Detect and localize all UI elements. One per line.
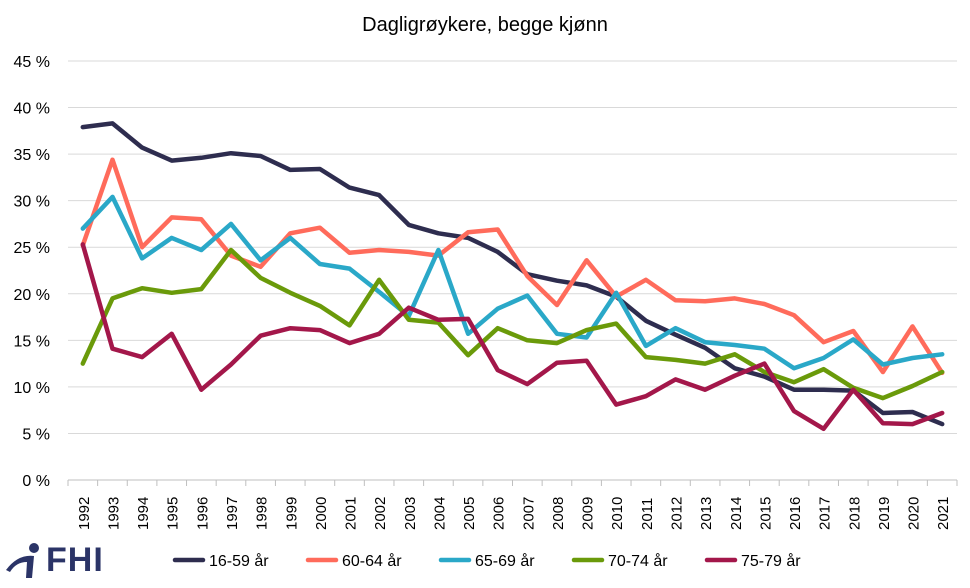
fhi-logo-text: FHI	[46, 540, 104, 579]
series-line-70-74	[80, 247, 945, 401]
x-tick-label: 2011	[639, 498, 656, 530]
y-tick-label: 5 %	[22, 426, 50, 443]
legend-label: 60-64 år	[342, 552, 402, 570]
x-tick-label: 2006	[491, 497, 508, 530]
y-tick-label: 15 %	[14, 333, 50, 350]
x-tick-label: 2004	[431, 497, 448, 530]
y-tick-label: 45 %	[14, 54, 50, 71]
x-tick-label: 1992	[76, 497, 93, 530]
x-tick-label: 2018	[846, 497, 863, 530]
x-tick-label: 1997	[224, 497, 241, 530]
series-line-16-59	[80, 121, 945, 427]
x-tick-label: 2015	[757, 497, 774, 530]
legend-label: 75-79 år	[741, 552, 801, 570]
x-tick-label: 2021	[935, 497, 952, 530]
x-tick-label: 1999	[283, 497, 300, 530]
x-tick-label: 2017	[817, 497, 834, 530]
x-tick-label: 1998	[254, 497, 271, 530]
legend-label: 70-74 år	[608, 552, 668, 570]
x-tick-label: 2012	[668, 497, 685, 530]
x-tick-label: 2020	[906, 497, 923, 530]
x-tick-label: 2003	[402, 497, 419, 530]
x-tick-label: 2005	[461, 497, 478, 530]
series-line-75-79	[80, 242, 945, 432]
x-tick-label: 1993	[105, 497, 122, 530]
x-tick-label: 1996	[194, 497, 211, 530]
x-tick-label: 2014	[728, 497, 745, 530]
y-tick-label: 30 %	[14, 194, 50, 211]
x-tick-label: 2001	[343, 497, 360, 530]
y-tick-label: 40 %	[14, 101, 50, 118]
fhi-logo-mark-icon	[6, 543, 39, 578]
chart-title: Dagligrøykere, begge kjønn	[362, 14, 608, 36]
x-tick-label: 2013	[698, 497, 715, 530]
x-tick-label: 1995	[165, 497, 182, 530]
x-tick-label: 2007	[520, 497, 537, 530]
y-tick-label: 20 %	[14, 287, 50, 304]
x-tick-label: 2002	[372, 497, 389, 530]
y-tick-label: 10 %	[14, 380, 50, 397]
y-tick-label: 35 %	[14, 147, 50, 164]
x-tick-label: 2010	[609, 497, 626, 530]
x-tick-label: 2016	[787, 497, 804, 530]
legend-label: 65-69 år	[475, 552, 535, 570]
fhi-logo: FHI	[4, 540, 104, 580]
series-line-65-69	[80, 194, 945, 371]
x-tick-label: 2019	[876, 497, 893, 530]
x-tick-label: 2008	[550, 497, 567, 530]
series-line-60-64	[80, 157, 945, 376]
y-tick-label: 0 %	[22, 473, 50, 490]
y-tick-label: 25 %	[14, 240, 50, 257]
x-tick-label: 1994	[135, 497, 152, 530]
x-tick-label: 2000	[313, 497, 330, 530]
x-tick-label: 2009	[580, 497, 597, 530]
legend-label: 16-59 år	[209, 552, 269, 570]
